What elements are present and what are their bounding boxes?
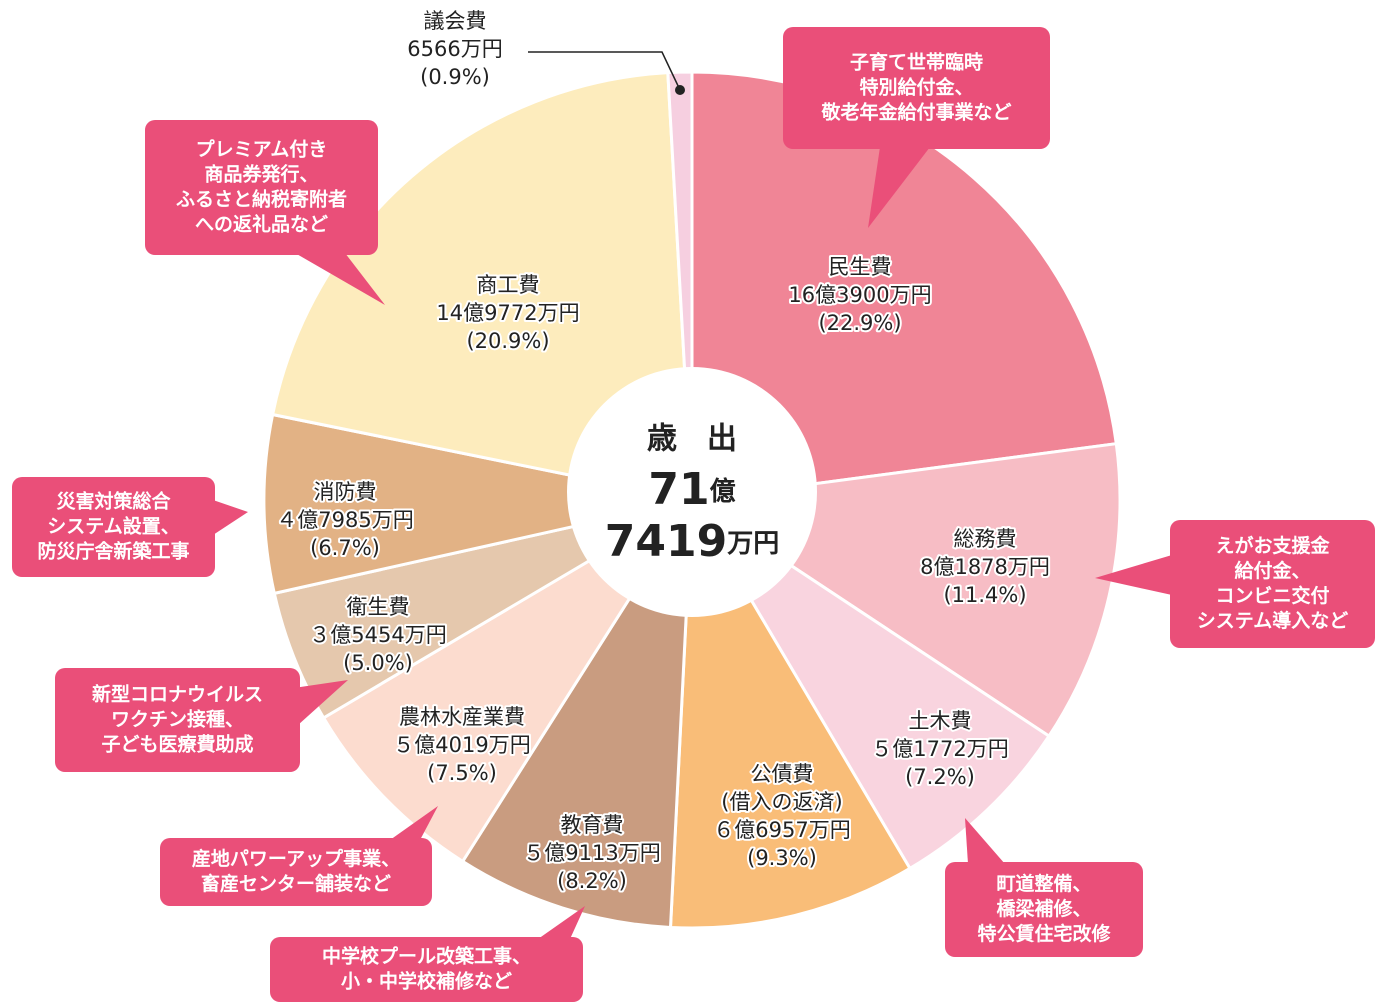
callout-text: 新型コロナウイルス [92,683,263,706]
callout-box [945,862,1143,957]
callout-text: 商品券発行、 [204,163,318,186]
slice-amount: ４億7985万円 [276,508,413,532]
pie-slice [270,71,694,502]
callout-text: 子ども医療費助成 [101,733,253,756]
center-amount: 71億 [648,464,735,515]
callout-box [55,668,300,772]
slice-name: 総務費 [954,527,1017,551]
slice-percent: (20.9%) [466,329,549,353]
callout-pointer [213,500,248,535]
callout-text: プレミアム付き [196,138,328,161]
callout-text: 中学校プール改築工事、 [322,945,531,968]
callout-text: 畜産センター舗装など [201,872,391,895]
callout-box [1170,520,1375,648]
callout-text: 小・中学校補修など [341,970,512,993]
slice-amount: 14億9772万円 [436,301,579,325]
callout-text: への返礼品など [195,213,328,236]
slice-percent: (22.9%) [818,311,901,335]
pie-slice [460,494,694,930]
callout-text: えがお支援金 [1215,534,1330,557]
callout-text: 給付金、 [1234,559,1310,582]
callout-text: ワクチン接種、 [111,709,244,731]
slice-name: 衛生費 [347,595,410,619]
leader-line [528,51,681,91]
callout-pointer [538,906,585,939]
slice-amount: 16億3900万円 [788,283,931,307]
slice-amount: ６億6957万円 [713,818,850,842]
callout-text: コンビニ交付 [1215,584,1329,607]
center-title: 歳 出 [647,422,737,457]
slice-note: (借入の返済) [721,790,842,814]
callout-box [12,477,215,577]
callout-text: 橋梁補修、 [996,897,1091,920]
slice-percent: (6.7%) [310,536,380,560]
pie-slice [321,498,694,864]
slice-percent: (7.5%) [427,761,497,785]
callout-text: システム設置、 [47,515,179,538]
amount-unit: 億 [710,477,736,507]
slice-amount: 6566万円 [407,37,502,61]
callout-box [270,937,583,1002]
slice-name: 商工費 [477,273,540,297]
slice-name: 議会費 [424,9,487,33]
callout-pointer [390,806,438,840]
pie-slice [690,70,1118,502]
pie-slice [262,412,693,596]
callout-text: 敬老年金給付事業など [820,101,1011,124]
slice-name: 公債費 [751,762,814,786]
callout-text: 防災庁舎新築工事 [37,540,189,563]
callout-text: 災害対策総合 [56,490,171,513]
amount-unit: 万円 [727,529,779,559]
slice-percent: (5.0%) [343,651,413,675]
slice-amount: ５億4019万円 [393,733,530,757]
slice-amount: 8億1878万円 [920,555,1050,579]
callout-text: 特公賃住宅改修 [977,922,1111,945]
callout-pointer [1095,555,1172,595]
slice-name: 農林水産業費 [399,705,525,729]
callout-box [160,838,432,906]
callout-text: ふるさと納税寄附者 [176,188,347,211]
callout-text: 子育て世帯臨時 [850,51,983,74]
slice-amount: ３億5454万円 [309,623,446,647]
slice-name: 土木費 [909,709,972,733]
center-amount: 7419万円 [605,516,779,567]
callout-pointer [295,253,385,305]
pie-slice [690,498,1052,871]
callout-box [145,120,378,255]
amount-number: 71 [648,464,709,515]
slice-percent: (7.2%) [905,765,975,789]
amount-number: 7419 [605,516,727,567]
slice-name: 消防費 [314,480,377,504]
slice-percent: (8.2%) [557,869,627,893]
slice-amount: ５億9113万円 [523,841,660,865]
slice-percent: (0.9%) [420,65,490,89]
leader-dot [675,85,685,95]
callout-text: システム導入など [1197,609,1348,632]
slice-percent: (11.4%) [943,583,1026,607]
slice-percent: (9.3%) [747,846,817,870]
callout-box [783,27,1050,149]
callout-pointer [965,818,1005,864]
callout-text: 町道整備、 [996,872,1091,895]
slice-name: 教育費 [561,813,624,837]
callout-text: 特別給付金、 [859,76,973,99]
callout-text: 産地パワーアップ事業、 [192,847,400,870]
donut-hole [567,367,817,617]
slice-name: 民生費 [829,255,892,279]
slice-amount: ５億1772万円 [871,737,1008,761]
callout-pointer [868,147,930,228]
